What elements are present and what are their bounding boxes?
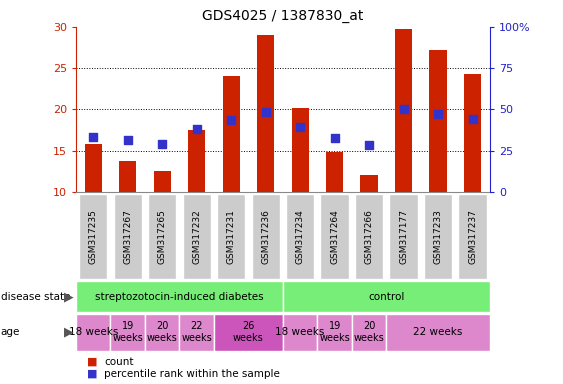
Text: 18 weeks: 18 weeks (69, 327, 118, 337)
Point (158, 141, 167, 147)
Point (399, 106, 408, 113)
Text: 18 weeks: 18 weeks (275, 327, 325, 337)
FancyBboxPatch shape (318, 314, 352, 351)
FancyBboxPatch shape (424, 194, 452, 278)
Text: 22 weeks: 22 weeks (413, 327, 463, 337)
Text: 19
weeks: 19 weeks (113, 321, 143, 343)
FancyBboxPatch shape (180, 314, 214, 351)
Bar (84, 144, 102, 192)
Text: disease state: disease state (1, 291, 70, 302)
Text: control: control (368, 291, 405, 302)
FancyBboxPatch shape (286, 194, 314, 278)
Bar (360, 175, 378, 192)
Bar (222, 76, 240, 192)
FancyBboxPatch shape (76, 281, 283, 312)
Text: ▶: ▶ (64, 326, 74, 339)
Text: GSM317234: GSM317234 (296, 209, 305, 263)
Bar (257, 35, 274, 192)
Bar (326, 152, 343, 192)
FancyBboxPatch shape (386, 314, 490, 351)
Text: 22
weeks: 22 weeks (181, 321, 212, 343)
FancyBboxPatch shape (283, 281, 490, 312)
Point (434, 111, 443, 117)
Text: GSM317237: GSM317237 (468, 209, 477, 263)
Point (468, 116, 477, 122)
Point (330, 135, 339, 141)
Text: GSM317232: GSM317232 (192, 209, 201, 263)
FancyBboxPatch shape (76, 314, 110, 351)
Text: GSM317236: GSM317236 (261, 209, 270, 263)
Point (296, 124, 305, 130)
FancyBboxPatch shape (283, 314, 318, 351)
FancyBboxPatch shape (110, 314, 145, 351)
Bar (464, 74, 481, 192)
Bar (395, 29, 412, 192)
Point (192, 126, 201, 132)
Bar (119, 161, 136, 192)
Bar (154, 171, 171, 192)
Text: GSM317231: GSM317231 (227, 209, 236, 263)
FancyBboxPatch shape (79, 194, 108, 278)
Point (261, 109, 270, 115)
FancyBboxPatch shape (214, 314, 283, 351)
FancyBboxPatch shape (458, 194, 486, 278)
Point (123, 137, 132, 143)
Bar (188, 130, 205, 192)
Text: 20
weeks: 20 weeks (147, 321, 177, 343)
FancyBboxPatch shape (182, 194, 211, 278)
Bar (292, 108, 309, 192)
FancyBboxPatch shape (320, 194, 348, 278)
Text: GSM317233: GSM317233 (434, 209, 443, 263)
Text: GSM317267: GSM317267 (123, 209, 132, 263)
FancyBboxPatch shape (352, 314, 386, 351)
FancyBboxPatch shape (114, 194, 142, 278)
Text: GSM317264: GSM317264 (330, 209, 339, 263)
Text: 26
weeks: 26 weeks (233, 321, 264, 343)
Text: ▶: ▶ (64, 290, 74, 303)
FancyBboxPatch shape (145, 314, 180, 351)
Text: ■: ■ (87, 357, 98, 367)
FancyBboxPatch shape (217, 194, 245, 278)
FancyBboxPatch shape (252, 194, 280, 278)
Point (365, 142, 374, 148)
FancyBboxPatch shape (148, 194, 176, 278)
FancyBboxPatch shape (390, 194, 418, 278)
Text: percentile rank within the sample: percentile rank within the sample (104, 369, 280, 379)
Point (227, 117, 236, 123)
FancyBboxPatch shape (355, 194, 383, 278)
Text: count: count (104, 357, 133, 367)
Text: 20
weeks: 20 weeks (354, 321, 385, 343)
Point (89, 134, 98, 140)
Text: GSM317266: GSM317266 (365, 209, 374, 263)
Text: ■: ■ (87, 369, 98, 379)
Text: GSM317177: GSM317177 (399, 209, 408, 264)
Text: age: age (1, 327, 20, 337)
Title: GDS4025 / 1387830_at: GDS4025 / 1387830_at (202, 9, 364, 23)
Text: streptozotocin-induced diabetes: streptozotocin-induced diabetes (95, 291, 264, 302)
Text: GSM317265: GSM317265 (158, 209, 167, 263)
Text: 19
weeks: 19 weeks (319, 321, 350, 343)
Bar (430, 50, 446, 192)
Text: GSM317235: GSM317235 (89, 209, 98, 263)
